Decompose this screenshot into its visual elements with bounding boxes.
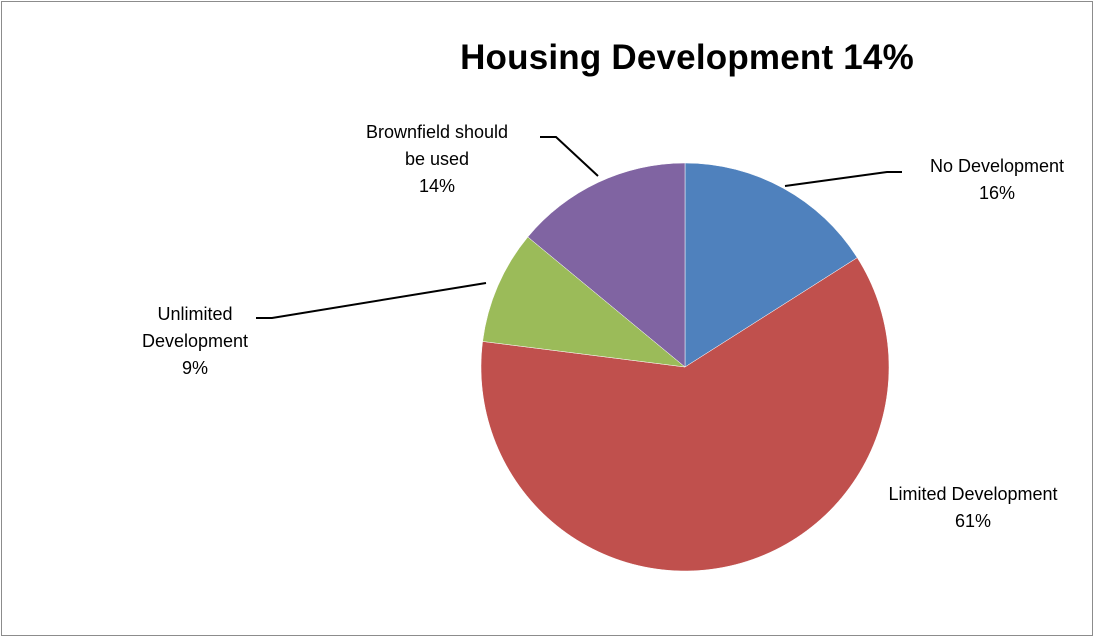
- pie-slices: [480, 162, 890, 572]
- slice-limited-development: [480, 257, 890, 572]
- data-label-line: No Development: [930, 156, 1064, 176]
- data-label-line: Limited Development: [888, 484, 1057, 504]
- slice-brownfield: [527, 162, 686, 368]
- data-label-line: 61%: [955, 511, 991, 531]
- leader-line-no-development: [784, 171, 902, 187]
- data-label-brownfield: Brownfield should be used 14%: [366, 122, 508, 196]
- chart-title: Housing Development 14%: [460, 38, 914, 77]
- data-label-line: Unlimited: [157, 304, 232, 324]
- data-label-line: 14%: [419, 176, 455, 196]
- leader-line-unlimited-development: [256, 282, 487, 319]
- data-label-line: 9%: [182, 358, 208, 378]
- slice-labels: No Development 16% Limited Development 61% U…: [142, 122, 1064, 531]
- leader-lines: [256, 136, 902, 319]
- data-label-line: Brownfield should: [366, 122, 508, 142]
- data-label-unlimited-development: Unlimited Development 9%: [142, 304, 248, 378]
- data-label-no-development: No Development 16%: [930, 156, 1064, 203]
- data-label-line: be used: [405, 149, 469, 169]
- slice-no-development: [684, 162, 858, 368]
- slice-unlimited-development: [482, 236, 686, 368]
- data-label-limited-development: Limited Development 61%: [888, 484, 1057, 531]
- data-label-line: Development: [142, 331, 248, 351]
- data-label-line: 16%: [979, 183, 1015, 203]
- leader-line-brownfield: [540, 136, 599, 177]
